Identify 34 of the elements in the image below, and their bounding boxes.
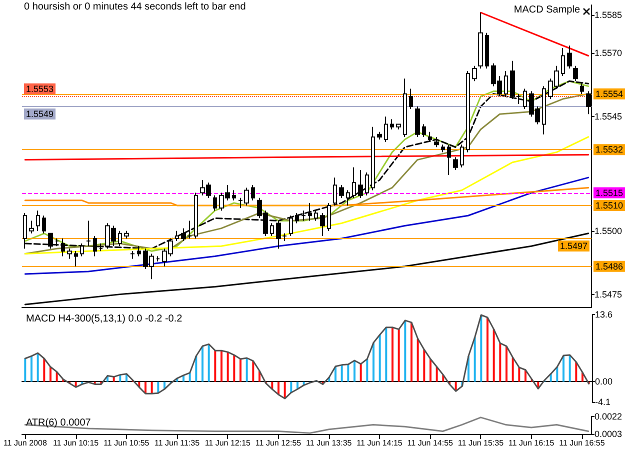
chart-title: ATR(6) 0.0007 (26, 418, 92, 428)
x-tick-label: 11 Jun 12:15 (204, 438, 252, 448)
chart-title: MACD H4-300(5,13,1) 0.0 -0.2 -0.2 (26, 314, 183, 324)
x-tick-label: 11 Jun 16:15 (508, 438, 555, 448)
y-tick-label: 0.00 (595, 376, 613, 387)
ref-line-label: 1.5515 (595, 188, 624, 198)
y-tick-label: -4.1 (595, 397, 611, 407)
ref-line-label: 1.5532 (595, 144, 624, 155)
ref-line-label: 1.5486 (595, 261, 624, 272)
ref-line-label: 1.5554 (595, 88, 624, 99)
x-tick-label: 11 Jun 15:35 (458, 438, 504, 448)
x-tick-label: 11 Jun 2008 (3, 438, 48, 448)
x-tick-label: 11 Jun 10:55 (104, 438, 150, 448)
y-tick-label: 1.5475 (594, 289, 622, 300)
y-tick-label: 13.6 (595, 310, 613, 320)
y-tick-label: 0.0022 (594, 412, 622, 422)
x-tick-label: 11 Jun 10:15 (52, 438, 100, 448)
x-tick-label: 11 Jun 11:35 (154, 438, 200, 448)
ref-line-label: 1.5553 (26, 84, 54, 94)
x-tick-label: 11 Jun 14:15 (356, 438, 403, 448)
ref-line-label: 1.5549 (26, 109, 54, 120)
y-tick-label: 1.5585 (594, 10, 622, 20)
y-tick-label: 1.5570 (594, 48, 622, 58)
y-tick-label: 0.0003 (594, 429, 622, 439)
x-tick-label: 11 Jun 16:55 (559, 438, 606, 448)
annotation: MACD Sample (514, 4, 580, 16)
annotation: 0 hoursish or 0 minutes 44 seconds left to bar end (24, 2, 246, 12)
ref-line-label: 1.5510 (595, 200, 624, 210)
ref-line-label: 1.5497 (560, 240, 588, 251)
x-tick-label: 11 Jun 13:35 (306, 438, 352, 448)
x-tick-label: 11 Jun 12:55 (255, 438, 302, 448)
x-tick-label: 11 Jun 14:55 (407, 438, 454, 448)
y-tick-label: 1.5500 (594, 226, 622, 236)
y-tick-label: 1.5545 (594, 112, 622, 122)
